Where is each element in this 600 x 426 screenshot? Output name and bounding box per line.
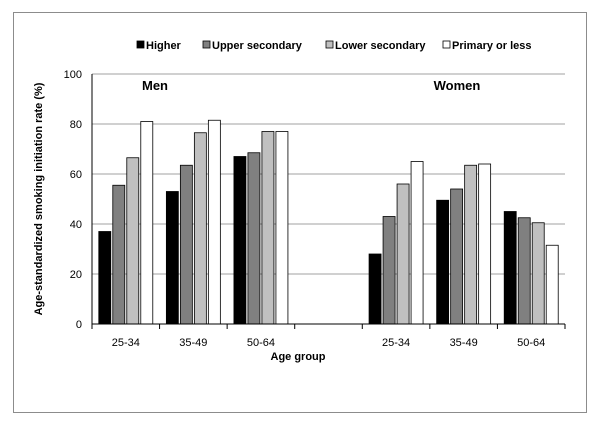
panel-label-women: Women <box>434 78 481 93</box>
panel-label-men: Men <box>142 78 168 93</box>
x-tick-label: 50-64 <box>517 337 545 349</box>
x-tick-label: 25-34 <box>382 337 410 349</box>
bar-higher <box>98 231 112 325</box>
bar-higher <box>165 191 179 325</box>
legend-label: Primary or less <box>452 40 532 52</box>
bar-higher <box>233 156 247 325</box>
bar-lower-secondary <box>396 183 410 325</box>
x-tick-label: 50-64 <box>247 337 275 349</box>
bar-upper-secondary <box>179 164 193 325</box>
y-axis-label: Age-standardized smoking initiation rate… <box>33 82 45 315</box>
y-tick-label: 100 <box>64 69 82 81</box>
bar-higher <box>368 253 382 325</box>
y-tick-label: 40 <box>70 219 82 231</box>
bar-lower-secondary <box>531 222 545 325</box>
bar-primary-or-less <box>478 163 492 325</box>
bar-lower-secondary <box>193 132 207 325</box>
chart-frame <box>13 12 587 413</box>
bar-upper-secondary <box>450 188 464 325</box>
x-tick-label: 35-49 <box>179 337 207 349</box>
bar-upper-secondary <box>382 216 396 325</box>
bar-upper-secondary <box>247 152 261 325</box>
bar-lower-secondary <box>126 157 140 325</box>
bar-upper-secondary <box>112 184 126 325</box>
x-axis-label: Age group <box>271 351 326 363</box>
legend-label: Lower secondary <box>335 40 426 52</box>
gridlines <box>92 73 565 275</box>
legend-swatch <box>442 40 451 49</box>
y-tick-label: 80 <box>70 119 82 131</box>
bar-lower-secondary <box>261 131 275 325</box>
bar-primary-or-less <box>410 161 424 325</box>
legend-swatch <box>202 40 211 49</box>
legend-label: Upper secondary <box>212 40 303 52</box>
y-tick-label: 60 <box>70 169 82 181</box>
bar-primary-or-less <box>207 119 221 325</box>
legend-swatch <box>136 40 145 49</box>
legend-label: Higher <box>146 40 182 52</box>
y-tick-label: 20 <box>70 269 82 281</box>
bar-higher <box>503 211 517 325</box>
bar-upper-secondary <box>517 217 531 325</box>
y-tick-labels: 0 20 40 60 80 100 <box>64 69 82 331</box>
panel-labels: Men Women <box>142 78 480 93</box>
bar-primary-or-less <box>275 131 289 325</box>
legend: Higher Upper secondary Lower secondary Prim… <box>136 40 532 52</box>
legend-swatch <box>325 40 334 49</box>
x-tick-label: 25-34 <box>112 337 140 349</box>
bar-lower-secondary <box>464 164 478 325</box>
bar-primary-or-less <box>545 244 559 325</box>
bar-primary-or-less <box>140 121 154 325</box>
bars <box>98 119 559 325</box>
y-tick-label: 0 <box>76 319 82 331</box>
x-tick-label: 35-49 <box>450 337 478 349</box>
axes <box>91 74 566 329</box>
x-tick-labels: 25-34 35-49 50-64 25-34 35-49 50-64 <box>112 337 546 349</box>
bar-higher <box>436 199 450 325</box>
